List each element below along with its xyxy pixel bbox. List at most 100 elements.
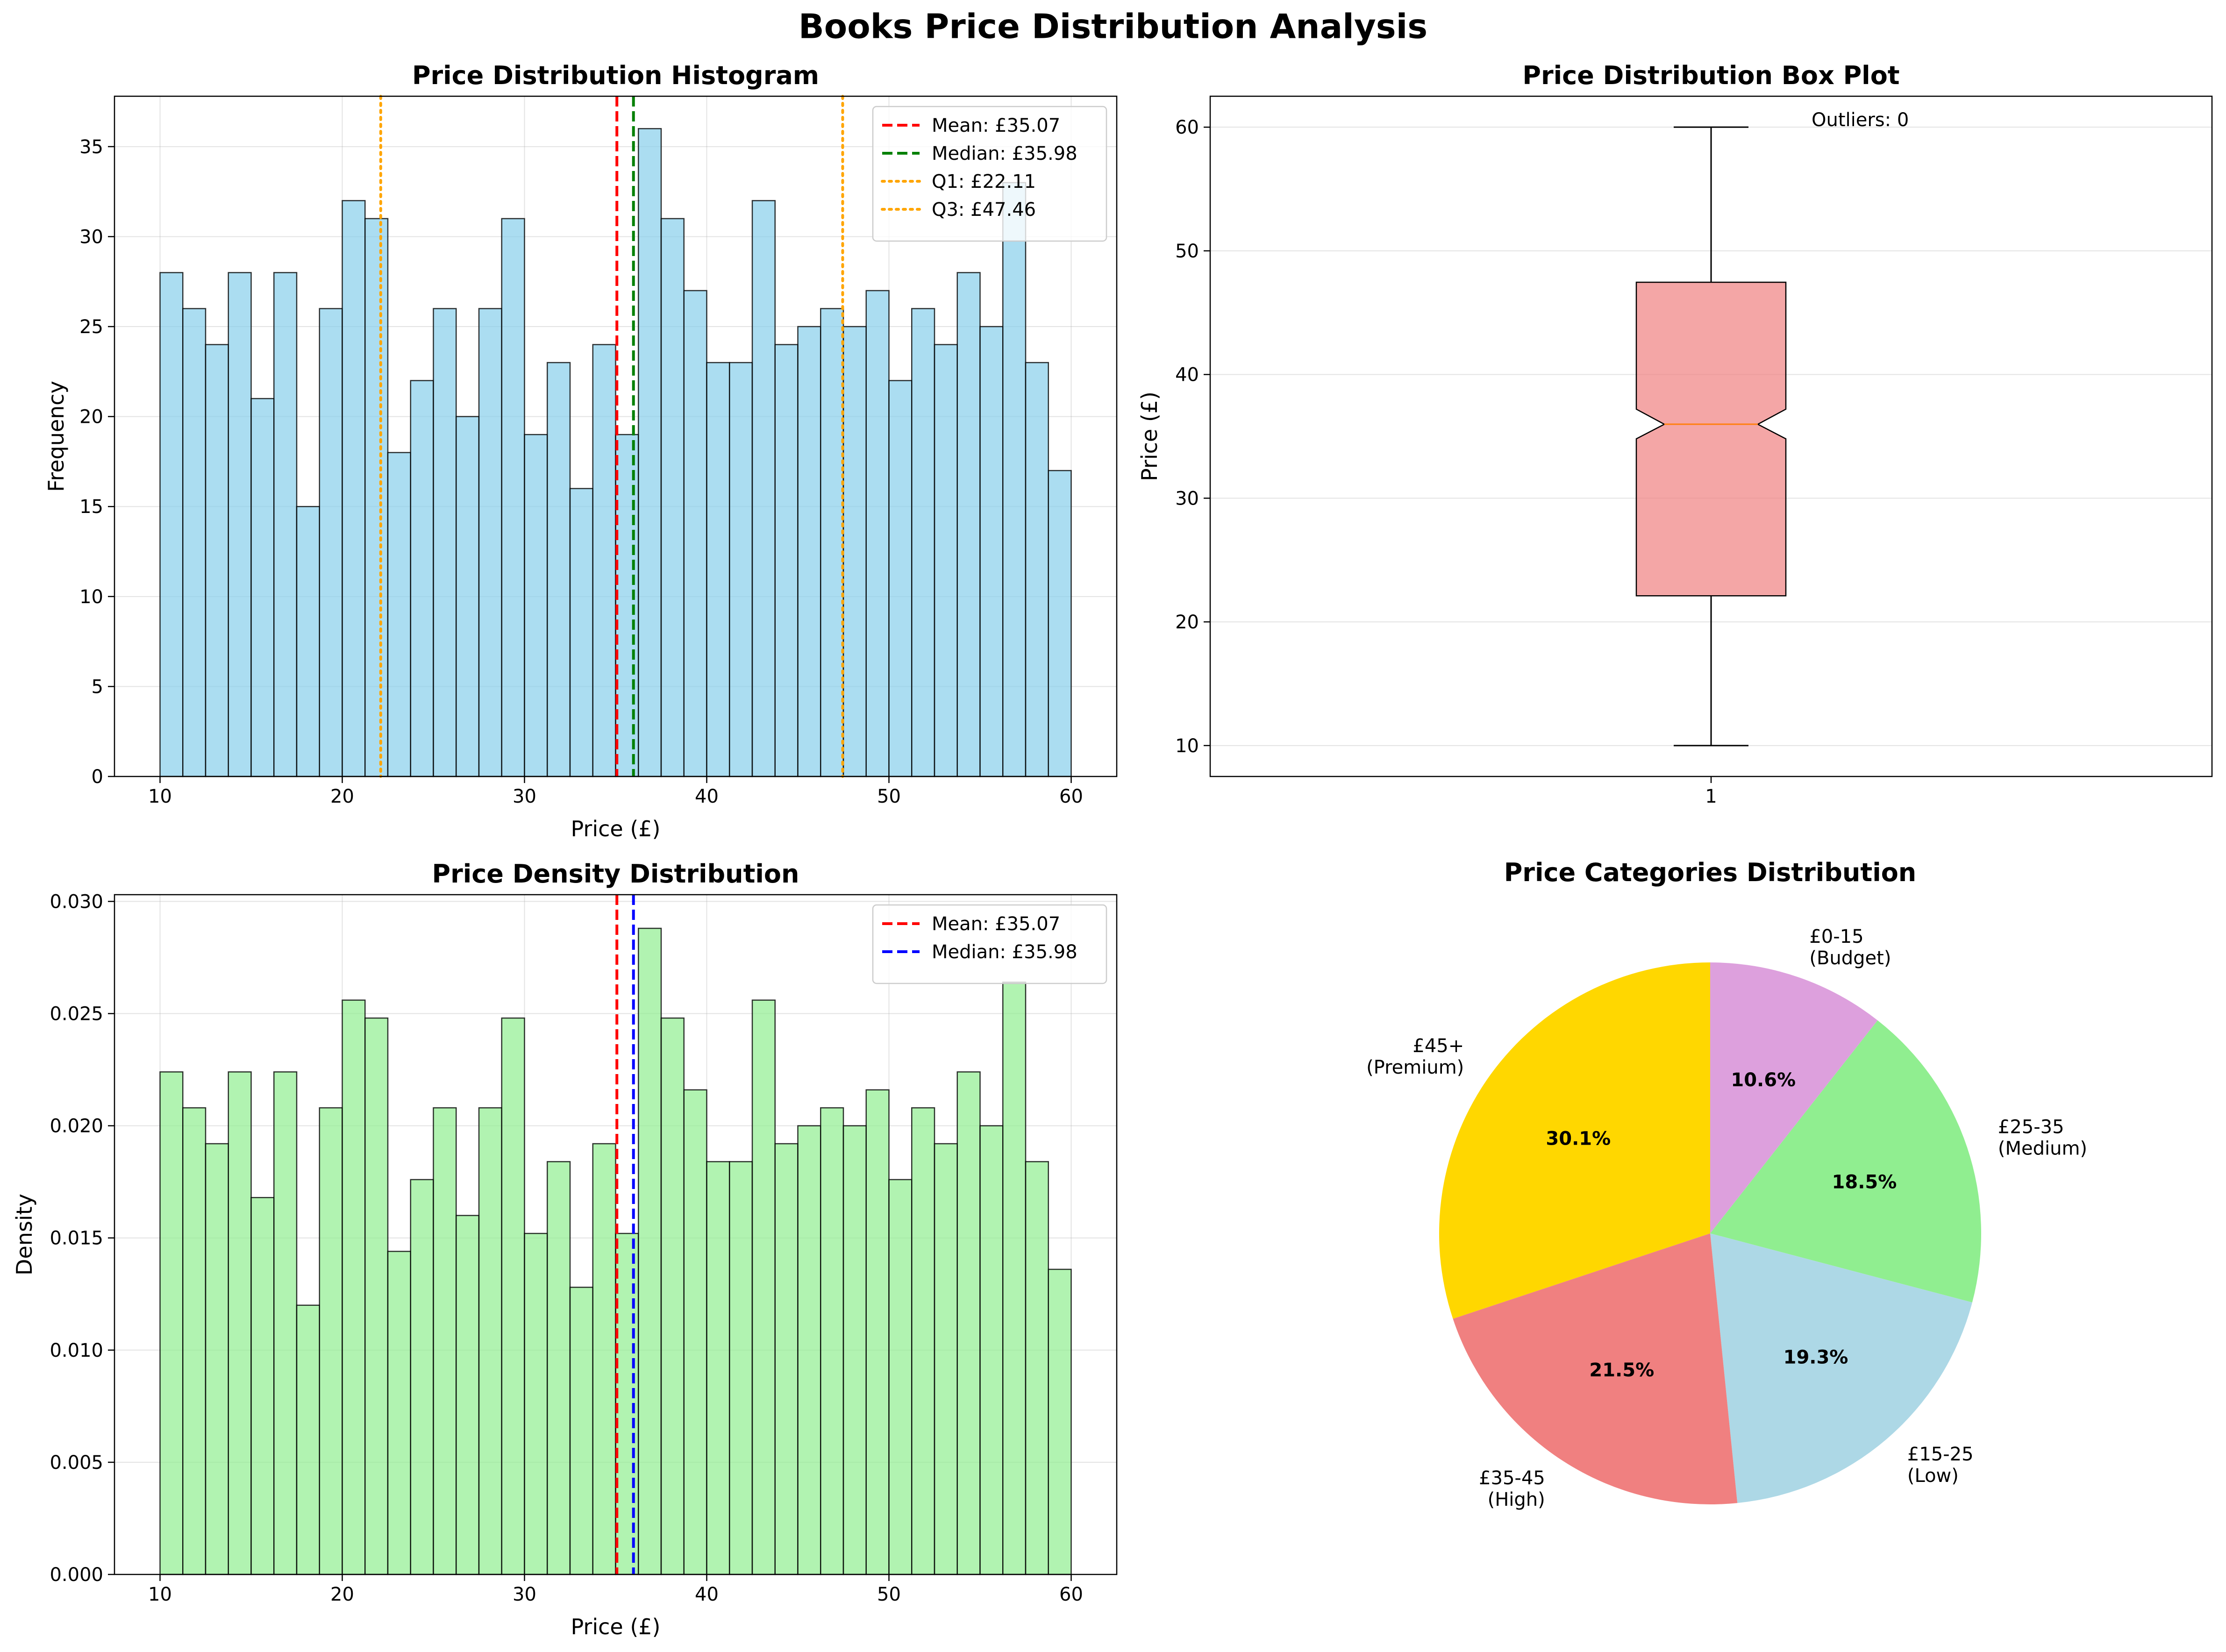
histogram-y-tick-label: 20 — [79, 406, 103, 428]
density-bar — [159, 1071, 184, 1575]
histogram-y-axis-label: Frequency — [43, 381, 69, 492]
histogram-y-tick-label: 15 — [79, 496, 103, 518]
density-bar — [524, 1232, 548, 1575]
histogram-y-tick-label: 10 — [79, 586, 103, 608]
density-bar — [751, 999, 776, 1575]
histogram-legend: Mean: £35.07 Median: £35.98 Q1: £22.11 Q3: … — [872, 106, 1107, 242]
pie-percent-label: 19.3% — [1784, 1347, 1848, 1368]
density-bar — [706, 1161, 730, 1575]
boxplot-y-tick-label: 10 — [1175, 735, 1199, 757]
density-x-tick-label: 40 — [695, 1584, 719, 1605]
density-bar — [250, 1197, 275, 1575]
histogram-bar — [592, 344, 616, 777]
histogram-bar — [888, 380, 913, 777]
density-y-tick-label: 0.025 — [50, 1004, 103, 1025]
histogram-title: Price Distribution Histogram — [412, 61, 819, 90]
histogram-bar — [182, 308, 207, 777]
histogram-bar — [660, 218, 685, 777]
histogram-bar — [273, 272, 298, 777]
histogram-legend-entry: Q3: £47.46 — [932, 199, 1036, 221]
histogram-y-tick-label: 35 — [79, 136, 103, 158]
histogram-bar — [410, 380, 434, 777]
density-bar — [273, 1071, 298, 1575]
pie-percent-label: 10.6% — [1731, 1069, 1796, 1091]
density-x-tick-label: 10 — [148, 1584, 172, 1605]
histogram-y-tick-label: 25 — [79, 316, 103, 338]
boxplot-y-tick-label: 30 — [1175, 488, 1199, 509]
density-bar — [729, 1161, 753, 1575]
density-x-tick-label: 60 — [1059, 1584, 1083, 1605]
histogram-bar — [615, 434, 639, 777]
histogram-x-axis-label: Price (£) — [571, 816, 661, 841]
density-y-tick-label: 0.015 — [50, 1228, 103, 1249]
histogram-legend-entry: Mean: £35.07 — [932, 115, 1060, 136]
histogram-legend-entry: Median: £35.98 — [932, 143, 1077, 164]
boxplot-box — [1635, 281, 1787, 597]
boxplot-title: Price Distribution Box Plot — [1522, 61, 1899, 90]
density-x-tick-label: 50 — [877, 1584, 901, 1605]
boxplot-y-tick-label: 60 — [1175, 117, 1199, 138]
pie-category-label: £15-25 (Low) — [1907, 1444, 1974, 1487]
density-y-tick-label: 0.005 — [50, 1452, 103, 1474]
density-bar — [911, 1107, 935, 1575]
histogram-bar — [797, 326, 821, 777]
histogram-bar — [934, 344, 958, 777]
histogram-bar — [842, 326, 867, 777]
density-x-axis-label: Price (£) — [571, 1614, 661, 1639]
density-y-tick-label: 0.030 — [50, 891, 103, 912]
density-y-tick-label: 0.000 — [50, 1564, 103, 1586]
pie-slice — [1710, 1020, 1982, 1303]
histogram-bar — [478, 308, 502, 777]
density-bar — [501, 1017, 525, 1575]
density-bar — [478, 1107, 502, 1575]
histogram-panel: 10 20 30 40 50 60 0 5 10 15 20 25 30 35 Price Distribu… — [43, 61, 1118, 841]
histogram-bar — [296, 506, 320, 777]
density-bar — [1002, 982, 1027, 1575]
pie-slice — [1439, 962, 1710, 1319]
pie-percent-label: 30.1% — [1546, 1128, 1611, 1149]
density-bar — [569, 1287, 593, 1575]
pie-category-label: £25-35 (Medium) — [1998, 1116, 2087, 1159]
histogram-bar — [159, 272, 184, 777]
density-bar — [956, 1071, 981, 1575]
density-x-tick-label: 20 — [330, 1584, 354, 1605]
density-bar — [888, 1179, 913, 1575]
density-y-tick-label: 0.010 — [50, 1340, 103, 1361]
density-bar — [683, 1089, 707, 1575]
pie-category-label: £35-45 (High) — [1479, 1467, 1545, 1510]
boxplot-x-tick-label: 1 — [1705, 786, 1717, 807]
histogram-bar — [1025, 362, 1049, 777]
density-legend: Mean: £35.07 Median: £35.98 — [872, 904, 1107, 984]
density-bar — [842, 1125, 867, 1575]
histogram-bar — [342, 200, 366, 777]
density-bar — [1025, 1161, 1049, 1575]
histogram-bar — [319, 308, 343, 777]
density-y-tick-label: 0.020 — [50, 1116, 103, 1137]
histogram-bar — [1002, 182, 1027, 777]
density-legend-entry: Median: £35.98 — [932, 941, 1077, 963]
histogram-legend-entry: Q1: £22.11 — [932, 171, 1036, 192]
density-bar — [387, 1251, 411, 1575]
density-bar — [319, 1107, 343, 1575]
histogram-bar — [524, 434, 548, 777]
histogram-x-tick-label: 20 — [330, 786, 354, 807]
pie-slice — [1453, 1233, 1738, 1505]
histogram-legend-box — [872, 106, 1107, 242]
density-bar — [774, 1143, 799, 1575]
density-bar — [205, 1143, 229, 1575]
boxplot-outliers-annotation: Outliers: 0 — [1812, 109, 1909, 131]
density-y-axis-label: Density — [12, 1194, 37, 1275]
histogram-bar — [569, 488, 593, 777]
histogram-x-tick-label: 50 — [877, 786, 901, 807]
density-title: Price Density Distribution — [432, 859, 799, 889]
histogram-x-tick-label: 10 — [148, 786, 172, 807]
histogram-bar — [387, 452, 411, 777]
histogram-bar — [683, 290, 707, 777]
histogram-bar — [228, 272, 252, 777]
pie-slice — [1710, 962, 1878, 1233]
histogram-bar — [979, 326, 1004, 777]
histogram-x-tick-label: 30 — [513, 786, 536, 807]
density-bar — [934, 1143, 958, 1575]
pie-percent-label: 18.5% — [1832, 1171, 1897, 1193]
